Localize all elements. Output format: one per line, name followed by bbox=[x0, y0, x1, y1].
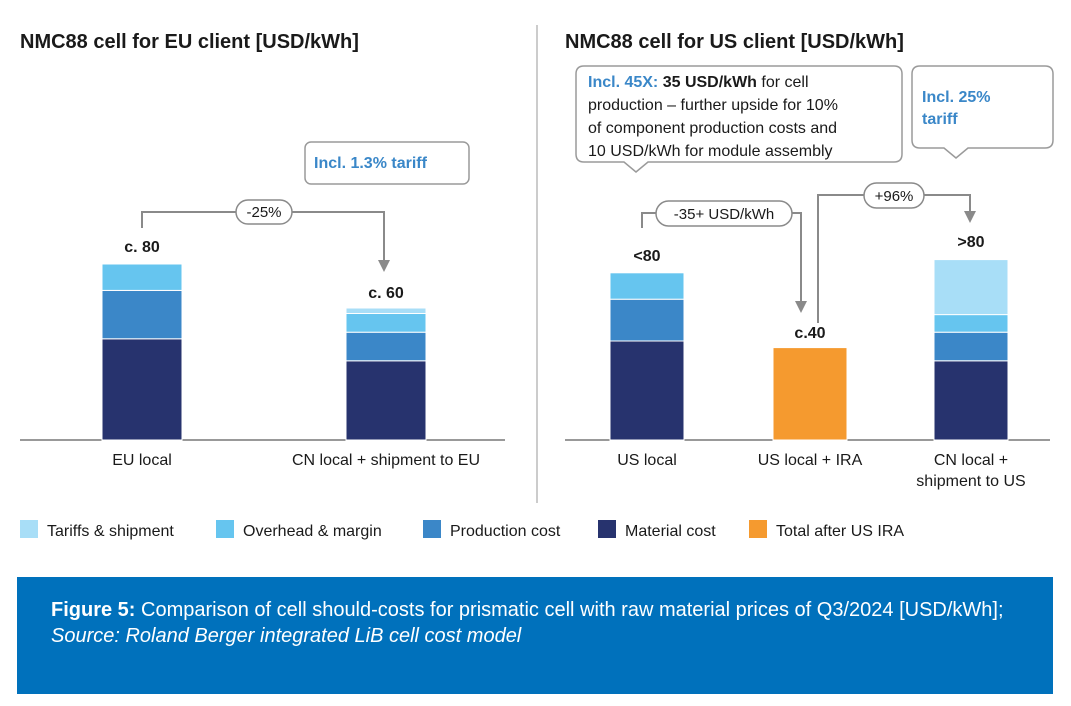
us-local-category-label: US local bbox=[617, 452, 677, 469]
us-chart-title: NMC88 cell for US client [USD/kWh] bbox=[565, 31, 904, 53]
cn-us-category-label-line2: shipment to US bbox=[916, 473, 1025, 490]
us-delta-label-1: -35+ USD/kWh bbox=[674, 206, 774, 223]
eu-bar-1-production bbox=[345, 331, 427, 362]
us-bar-2-overhead bbox=[933, 314, 1009, 333]
eu-tariff-callout: Incl. 1.3% tariff bbox=[304, 141, 470, 185]
eu-callout-text: Incl. 1.3% tariff bbox=[314, 155, 428, 172]
cn-us-value-label: >80 bbox=[957, 234, 984, 251]
us-delta-connector-1: -35+ USD/kWh bbox=[641, 200, 807, 313]
caption-text: Comparison of cell should-costs for pris… bbox=[135, 599, 1004, 621]
us-callout-2-line1: Incl. 25% bbox=[922, 89, 990, 106]
legend-swatch-ira bbox=[749, 520, 767, 538]
legend-swatch-production bbox=[423, 520, 441, 538]
us-callout-1-line3: of component production costs and bbox=[588, 120, 837, 137]
us-45x-callout: Incl. 45X: 35 USD/kWh for cell productio… bbox=[575, 65, 903, 173]
legend-label-ira: Total after US IRA bbox=[776, 523, 904, 540]
eu-bar-1-overhead bbox=[345, 313, 427, 333]
us-delta-connector-2: +96% bbox=[817, 182, 976, 323]
cn-eu-category-label: CN local + shipment to EU bbox=[292, 452, 480, 469]
eu-bar-0-overhead bbox=[101, 263, 183, 291]
figure-caption: Figure 5: Comparison of cell should-cost… bbox=[17, 577, 1053, 694]
legend-label-tariffs: Tariffs & shipment bbox=[47, 523, 174, 540]
us-tariff-callout: Incl. 25% tariff bbox=[911, 65, 1054, 159]
cn-eu-value-label: c. 60 bbox=[368, 285, 404, 302]
eu-delta-label: -25% bbox=[246, 204, 281, 221]
us-bar-0-overhead bbox=[609, 272, 685, 300]
us-bar-2-material bbox=[933, 360, 1009, 441]
us-bar-0-material bbox=[609, 340, 685, 441]
legend-swatch-overhead bbox=[216, 520, 234, 538]
us-callout-1-line4: 10 USD/kWh for module assembly bbox=[588, 143, 833, 160]
us-callout-2-line2: tariff bbox=[922, 111, 958, 128]
us-bar-1-ira bbox=[772, 347, 848, 441]
us-ira-category-label: US local + IRA bbox=[758, 452, 863, 469]
eu-bar-0-production bbox=[101, 289, 183, 340]
us-bar-0-production bbox=[609, 298, 685, 342]
us-delta-label-2: +96% bbox=[875, 188, 914, 205]
legend-label-overhead: Overhead & margin bbox=[243, 523, 382, 540]
legend-label-production: Production cost bbox=[450, 523, 561, 540]
legend-label-material: Material cost bbox=[625, 523, 716, 540]
legend: Tariffs & shipment Overhead & margin Pro… bbox=[20, 520, 904, 540]
eu-local-category-label: EU local bbox=[112, 452, 172, 469]
us-bar-2-production bbox=[933, 331, 1009, 362]
eu-local-value-label: c. 80 bbox=[124, 239, 160, 256]
legend-swatch-tariffs bbox=[20, 520, 38, 538]
us-bar-2-tariffs bbox=[933, 259, 1009, 316]
eu-bar-1-tariffs bbox=[345, 307, 427, 314]
eu-bars bbox=[101, 263, 427, 441]
us-local-value-label: <80 bbox=[633, 248, 660, 265]
us-callout-1-line2: production – further upside for 10% bbox=[588, 97, 838, 114]
eu-delta-connector: -25% bbox=[141, 199, 390, 272]
eu-bar-1-material bbox=[345, 360, 427, 441]
chart-area: NMC88 cell for EU client [USD/kWh] NMC88… bbox=[20, 25, 1054, 540]
eu-chart-title: NMC88 cell for EU client [USD/kWh] bbox=[20, 31, 359, 53]
caption-label: Figure 5: bbox=[51, 599, 136, 621]
eu-bar-0-material bbox=[101, 338, 183, 441]
us-ira-value-label: c.40 bbox=[794, 325, 825, 342]
caption-source: Source: Roland Berger integrated LiB cel… bbox=[51, 625, 522, 647]
cn-us-category-label-line1: CN local + bbox=[934, 452, 1008, 469]
legend-swatch-material bbox=[598, 520, 616, 538]
us-callout-1-line1: Incl. 45X: 35 USD/kWh for cell bbox=[588, 74, 809, 91]
us-bars bbox=[609, 259, 1009, 441]
